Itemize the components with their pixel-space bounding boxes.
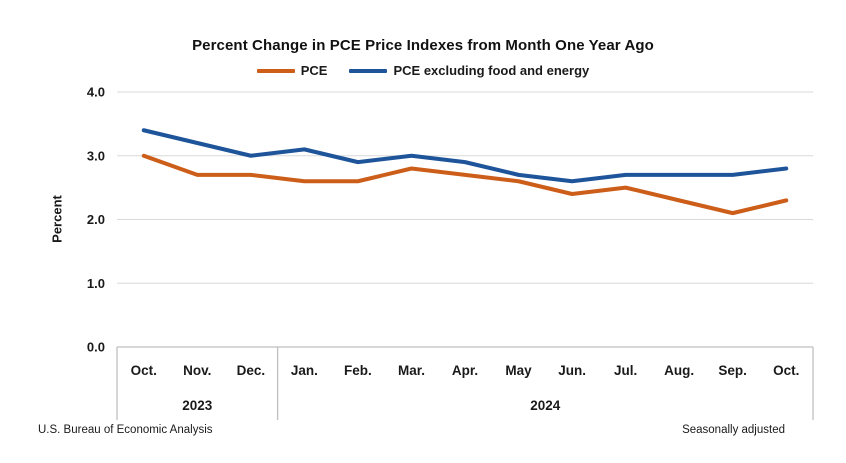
series-line-pce bbox=[141, 153, 789, 216]
month-label: Oct. bbox=[131, 363, 157, 378]
legend-item-pce: PCE bbox=[256, 63, 328, 78]
source-attribution: U.S. Bureau of Economic Analysis bbox=[38, 424, 213, 436]
month-label: May bbox=[505, 363, 532, 378]
legend-label-pce: PCE bbox=[300, 63, 328, 78]
series-line-pce-excluding-food-and-energy bbox=[141, 128, 789, 184]
month-label: Jan. bbox=[291, 363, 318, 378]
seasonal-adjustment-note: Seasonally adjusted bbox=[682, 424, 785, 436]
month-label: Jun. bbox=[558, 363, 586, 378]
month-label: Jul. bbox=[614, 363, 637, 378]
legend-item-core-pce: PCE excluding food and energy bbox=[349, 63, 589, 78]
y-tick-label: 1.0 bbox=[87, 276, 105, 291]
legend-label-core-pce: PCE excluding food and energy bbox=[393, 63, 590, 78]
month-label: Apr. bbox=[452, 363, 478, 378]
month-label: Aug. bbox=[664, 363, 694, 378]
chart-legend: PCE PCE excluding food and energy bbox=[0, 63, 846, 78]
month-label: Oct. bbox=[773, 363, 799, 378]
y-tick-label: 2.0 bbox=[87, 212, 105, 227]
year-label: 2024 bbox=[530, 398, 561, 413]
pce-line-swatch-icon bbox=[256, 68, 295, 73]
chart-title: Percent Change in PCE Price Indexes from… bbox=[192, 37, 654, 54]
month-label: Dec. bbox=[237, 363, 266, 378]
month-label: Nov. bbox=[183, 363, 211, 378]
y-tick-label: 3.0 bbox=[87, 148, 105, 163]
core-pce-line-swatch-icon bbox=[349, 68, 388, 73]
month-label: Mar. bbox=[398, 363, 425, 378]
month-label: Feb. bbox=[344, 363, 372, 378]
year-label: 2023 bbox=[182, 398, 213, 413]
y-tick-label: 0.0 bbox=[87, 340, 105, 355]
y-tick-label: 4.0 bbox=[87, 85, 105, 100]
month-label: Sep. bbox=[718, 363, 747, 378]
